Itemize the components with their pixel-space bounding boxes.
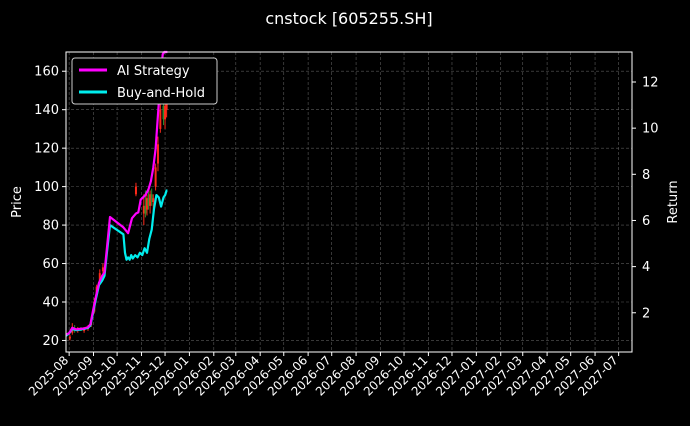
candle-body — [134, 186, 137, 195]
candle-body — [156, 144, 159, 164]
legend-label-buy-and-hold: Buy-and-Hold — [117, 86, 205, 101]
candle-body — [162, 105, 165, 120]
legend-box — [71, 57, 218, 105]
left-tick-label: 20 — [42, 334, 59, 349]
candle-body — [149, 194, 152, 206]
candle-body — [164, 105, 167, 120]
right-tick-label: 12 — [642, 76, 659, 91]
left-tick-label: 40 — [42, 296, 59, 311]
candle-body — [101, 267, 104, 272]
legend-label-ai-strategy: AI Strategy — [117, 64, 190, 79]
right-tick-label: 10 — [642, 122, 659, 137]
left-tick-label: 60 — [42, 257, 59, 272]
left-tick-label: 100 — [34, 180, 59, 195]
chart-title: cnstock [605255.SH] — [265, 9, 432, 28]
right-axis-label: Return — [666, 180, 681, 223]
legend: AI Strategy Buy-and-Hold — [71, 57, 218, 105]
candle-body — [150, 194, 153, 202]
plot-frame — [65, 51, 633, 353]
candle-body — [145, 198, 148, 210]
left-tick-label: 160 — [34, 65, 59, 80]
right-tick-label: 6 — [642, 214, 650, 229]
candle-body — [142, 205, 145, 214]
candle-body — [68, 336, 71, 339]
candle-body — [159, 109, 162, 129]
candle-body — [147, 198, 150, 206]
left-tick-label: 140 — [34, 103, 59, 118]
right-tick-label: 4 — [642, 260, 650, 275]
right-tick-label: 2 — [642, 306, 650, 321]
left-tick-label: 120 — [34, 142, 59, 157]
candle-body — [144, 205, 147, 214]
right-tick-label: 8 — [642, 168, 650, 183]
left-axis-label: Price — [10, 186, 25, 218]
candle-body — [98, 273, 101, 283]
candle-body — [154, 167, 157, 187]
left-tick-label: 80 — [42, 219, 59, 234]
candle-body — [152, 198, 155, 202]
